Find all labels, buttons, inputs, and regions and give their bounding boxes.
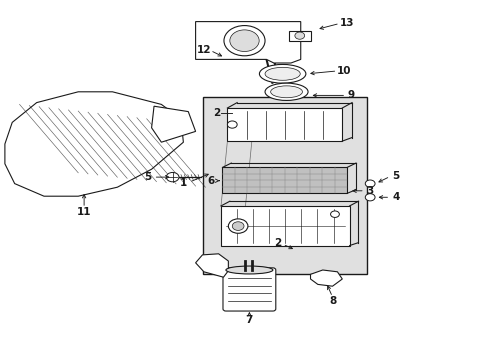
Circle shape [232,222,244,230]
Circle shape [294,32,304,39]
Circle shape [229,30,259,51]
Circle shape [227,121,237,128]
Polygon shape [195,22,300,63]
Text: 13: 13 [339,18,354,28]
Bar [221,206,349,246]
Text: 6: 6 [207,176,214,186]
Polygon shape [310,270,342,286]
Text: 11: 11 [77,207,91,217]
Text: 2: 2 [273,238,280,248]
Circle shape [365,194,374,201]
Ellipse shape [259,64,305,83]
Text: 2: 2 [213,108,220,118]
Ellipse shape [270,86,302,98]
Polygon shape [5,92,183,196]
Text: 3: 3 [366,186,373,196]
Text: 5: 5 [144,172,151,182]
Circle shape [365,180,374,187]
Circle shape [228,219,247,233]
Ellipse shape [264,83,307,100]
Circle shape [224,26,264,56]
Text: 7: 7 [245,315,253,325]
Bar [222,167,346,193]
FancyBboxPatch shape [203,97,366,274]
FancyBboxPatch shape [223,268,275,311]
Text: 4: 4 [391,192,399,202]
Text: 5: 5 [392,171,399,181]
Ellipse shape [225,266,272,274]
Bar [227,108,342,141]
Text: 12: 12 [197,45,211,55]
Text: 8: 8 [329,296,336,306]
Bar [288,31,310,41]
Circle shape [166,172,179,182]
Text: 10: 10 [336,66,350,76]
Ellipse shape [264,67,300,80]
Polygon shape [195,254,228,277]
Text: 1: 1 [180,178,186,188]
Circle shape [330,211,339,217]
Text: 9: 9 [347,90,354,100]
Polygon shape [151,106,195,142]
